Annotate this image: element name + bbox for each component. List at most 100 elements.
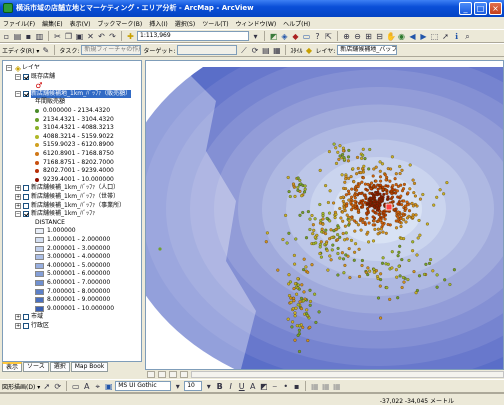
copy-icon[interactable]: ❐	[64, 31, 73, 41]
italic-icon[interactable]: I	[229, 381, 232, 391]
range-swatch[interactable]	[35, 228, 44, 235]
range-swatch[interactable]	[35, 280, 44, 286]
class-symbol[interactable]	[35, 134, 39, 139]
model-builder-icon[interactable]: ◆	[292, 31, 299, 41]
toc-layer[interactable]: + 新店舗候補_1km_ﾊﾞｯﾌｧ（世帯）	[15, 193, 119, 201]
drawing-menu[interactable]: 図形描画(D) ▾	[2, 383, 41, 391]
identify-icon[interactable]: ℹ	[454, 31, 459, 41]
class-symbol[interactable]	[35, 126, 39, 131]
class-symbol[interactable]	[35, 177, 39, 182]
menu-help[interactable]: ヘルプ(H)	[283, 20, 311, 28]
task-combo[interactable]: 新規フィーチャの作成	[81, 45, 142, 55]
map-display[interactable]	[145, 60, 504, 370]
undo-icon[interactable]: ↶	[98, 31, 105, 41]
split-tool-icon[interactable]: ⟋	[241, 45, 247, 55]
find-icon[interactable]: ⌕	[465, 31, 470, 41]
class-symbol[interactable]	[35, 169, 39, 174]
menu-tools[interactable]: ツール(T)	[202, 20, 229, 28]
range-swatch[interactable]	[35, 254, 44, 261]
toc-layer[interactable]: + 市域	[15, 313, 43, 321]
layer-visibility-checkbox[interactable]	[23, 185, 29, 192]
back-extent-icon[interactable]: ◀	[409, 31, 416, 41]
layer-visibility-checkbox[interactable]	[23, 323, 29, 329]
close-button[interactable]: ×	[489, 2, 502, 15]
font-color-icon[interactable]: A	[249, 381, 256, 391]
expand-icon[interactable]: −	[15, 90, 21, 97]
rotate-icon[interactable]: ⟳	[54, 381, 62, 391]
print-icon[interactable]: ▥	[35, 31, 44, 41]
georeferencing-icon[interactable]: ▦	[310, 381, 319, 391]
range-swatch[interactable]	[35, 288, 44, 295]
collapse-icon[interactable]: −	[6, 65, 12, 71]
range-swatch[interactable]	[35, 262, 44, 269]
select-elements-icon[interactable]: ➚	[43, 381, 51, 391]
expand-icon[interactable]: +	[15, 202, 21, 209]
new-document-icon[interactable]: ▫	[3, 31, 10, 41]
select-features-icon[interactable]: ⬚	[430, 31, 439, 41]
expand-icon[interactable]: +	[15, 323, 21, 329]
class-symbol[interactable]	[35, 143, 39, 148]
class-symbol[interactable]	[35, 152, 39, 156]
sketch-tool-icon[interactable]: ✎	[42, 45, 50, 55]
font-size-combo[interactable]: 10	[184, 381, 203, 391]
toc-layer[interactable]: + 行政区	[15, 322, 49, 330]
toc-layer[interactable]: − 既存店舗	[15, 73, 55, 81]
layout-view-button[interactable]	[158, 371, 166, 378]
forward-extent-icon[interactable]: ▶	[420, 31, 427, 41]
dropdown-arrow-icon[interactable]: ▾	[175, 381, 180, 391]
sketch-properties-icon[interactable]: ▦	[273, 45, 281, 55]
zoom-in-icon[interactable]: ⊕	[343, 31, 350, 41]
cut-icon[interactable]: ✂	[54, 31, 61, 41]
target-combo[interactable]	[177, 45, 238, 55]
range-swatch[interactable]	[35, 271, 44, 278]
layer-visibility-checkbox[interactable]	[23, 73, 29, 80]
menu-bookmarks[interactable]: ブックマーク(B)	[97, 20, 143, 28]
rectangle-tool-icon[interactable]: ▭	[71, 381, 80, 391]
toc-data-frame[interactable]: − ◈ レイヤ	[6, 64, 40, 73]
tab-display[interactable]: 表示	[2, 362, 23, 372]
command-line-icon[interactable]: ▭	[302, 31, 311, 41]
fixed-zoom-in-icon[interactable]: ⊞	[365, 31, 372, 41]
map-scale-combo[interactable]: 1:113,969	[137, 31, 249, 41]
full-extent-icon[interactable]: ◉	[398, 31, 405, 41]
attributes-icon[interactable]: ▤	[262, 45, 270, 55]
pointer-icon[interactable]: ⇱	[325, 31, 332, 41]
toc-layer[interactable]: − 新店舗候補地_1km_ﾊﾞｯﾌｧ（販売額）	[15, 89, 132, 98]
arctoolbox-icon[interactable]: ◈	[281, 31, 288, 41]
zoom-out-icon[interactable]: ⊖	[354, 31, 361, 41]
expand-icon[interactable]: +	[15, 314, 21, 321]
dropdown-arrow-icon[interactable]: ▾	[253, 31, 258, 41]
range-swatch[interactable]	[35, 245, 44, 252]
paste-icon[interactable]: ▣	[75, 31, 84, 41]
range-swatch[interactable]	[35, 297, 44, 304]
text-tool-icon[interactable]: A	[83, 381, 90, 391]
topology-icon[interactable]: ▦	[321, 381, 330, 391]
add-data-icon[interactable]: ✚	[127, 31, 134, 41]
menu-edit[interactable]: 編集(E)	[42, 20, 63, 28]
rotate-tool-icon[interactable]: ⟳	[251, 45, 259, 55]
layer-combo[interactable]: 新店舗候補地_バッファ	[337, 45, 398, 55]
title-bar[interactable]: 横浜市域の店舗立地とマーケティング・エリア分析 - ArcMap - ArcVi…	[0, 0, 504, 17]
refresh-button[interactable]	[169, 371, 177, 378]
class-symbol[interactable]	[35, 117, 39, 122]
range-swatch[interactable]	[35, 305, 44, 312]
fill-color-icon[interactable]: ◩	[259, 381, 268, 391]
minimize-button[interactable]: _	[459, 2, 472, 15]
layer-visibility-checkbox[interactable]	[23, 194, 29, 200]
underline-icon[interactable]: U	[238, 381, 245, 391]
select-elements-icon[interactable]: ➚	[442, 31, 449, 41]
toc-layer[interactable]: + 新店舗候補_1km_ﾊﾞｯﾌｧ（人口）	[15, 184, 119, 192]
menu-window[interactable]: ウィンドウ(W)	[235, 20, 277, 28]
expand-icon[interactable]: +	[15, 185, 21, 192]
toc-layer[interactable]: + 新店舗候補_1km_ﾊﾞｯﾌｧ（事業所）	[15, 202, 125, 210]
arcmap-app-icon[interactable]	[3, 3, 13, 13]
horizontal-scrollbar[interactable]	[191, 371, 504, 378]
delete-icon[interactable]: ✕	[87, 31, 94, 41]
map-canvas[interactable]	[146, 61, 503, 369]
shadow-icon[interactable]: ▪	[294, 381, 300, 391]
editor-menu[interactable]: エディタ(R) ▾	[2, 47, 40, 55]
marker-color-icon[interactable]: •	[283, 381, 289, 391]
line-color-icon[interactable]: ⎯	[272, 381, 277, 391]
layer-visibility-checkbox[interactable]	[23, 211, 29, 218]
fixed-zoom-out-icon[interactable]: ⊟	[376, 31, 383, 41]
